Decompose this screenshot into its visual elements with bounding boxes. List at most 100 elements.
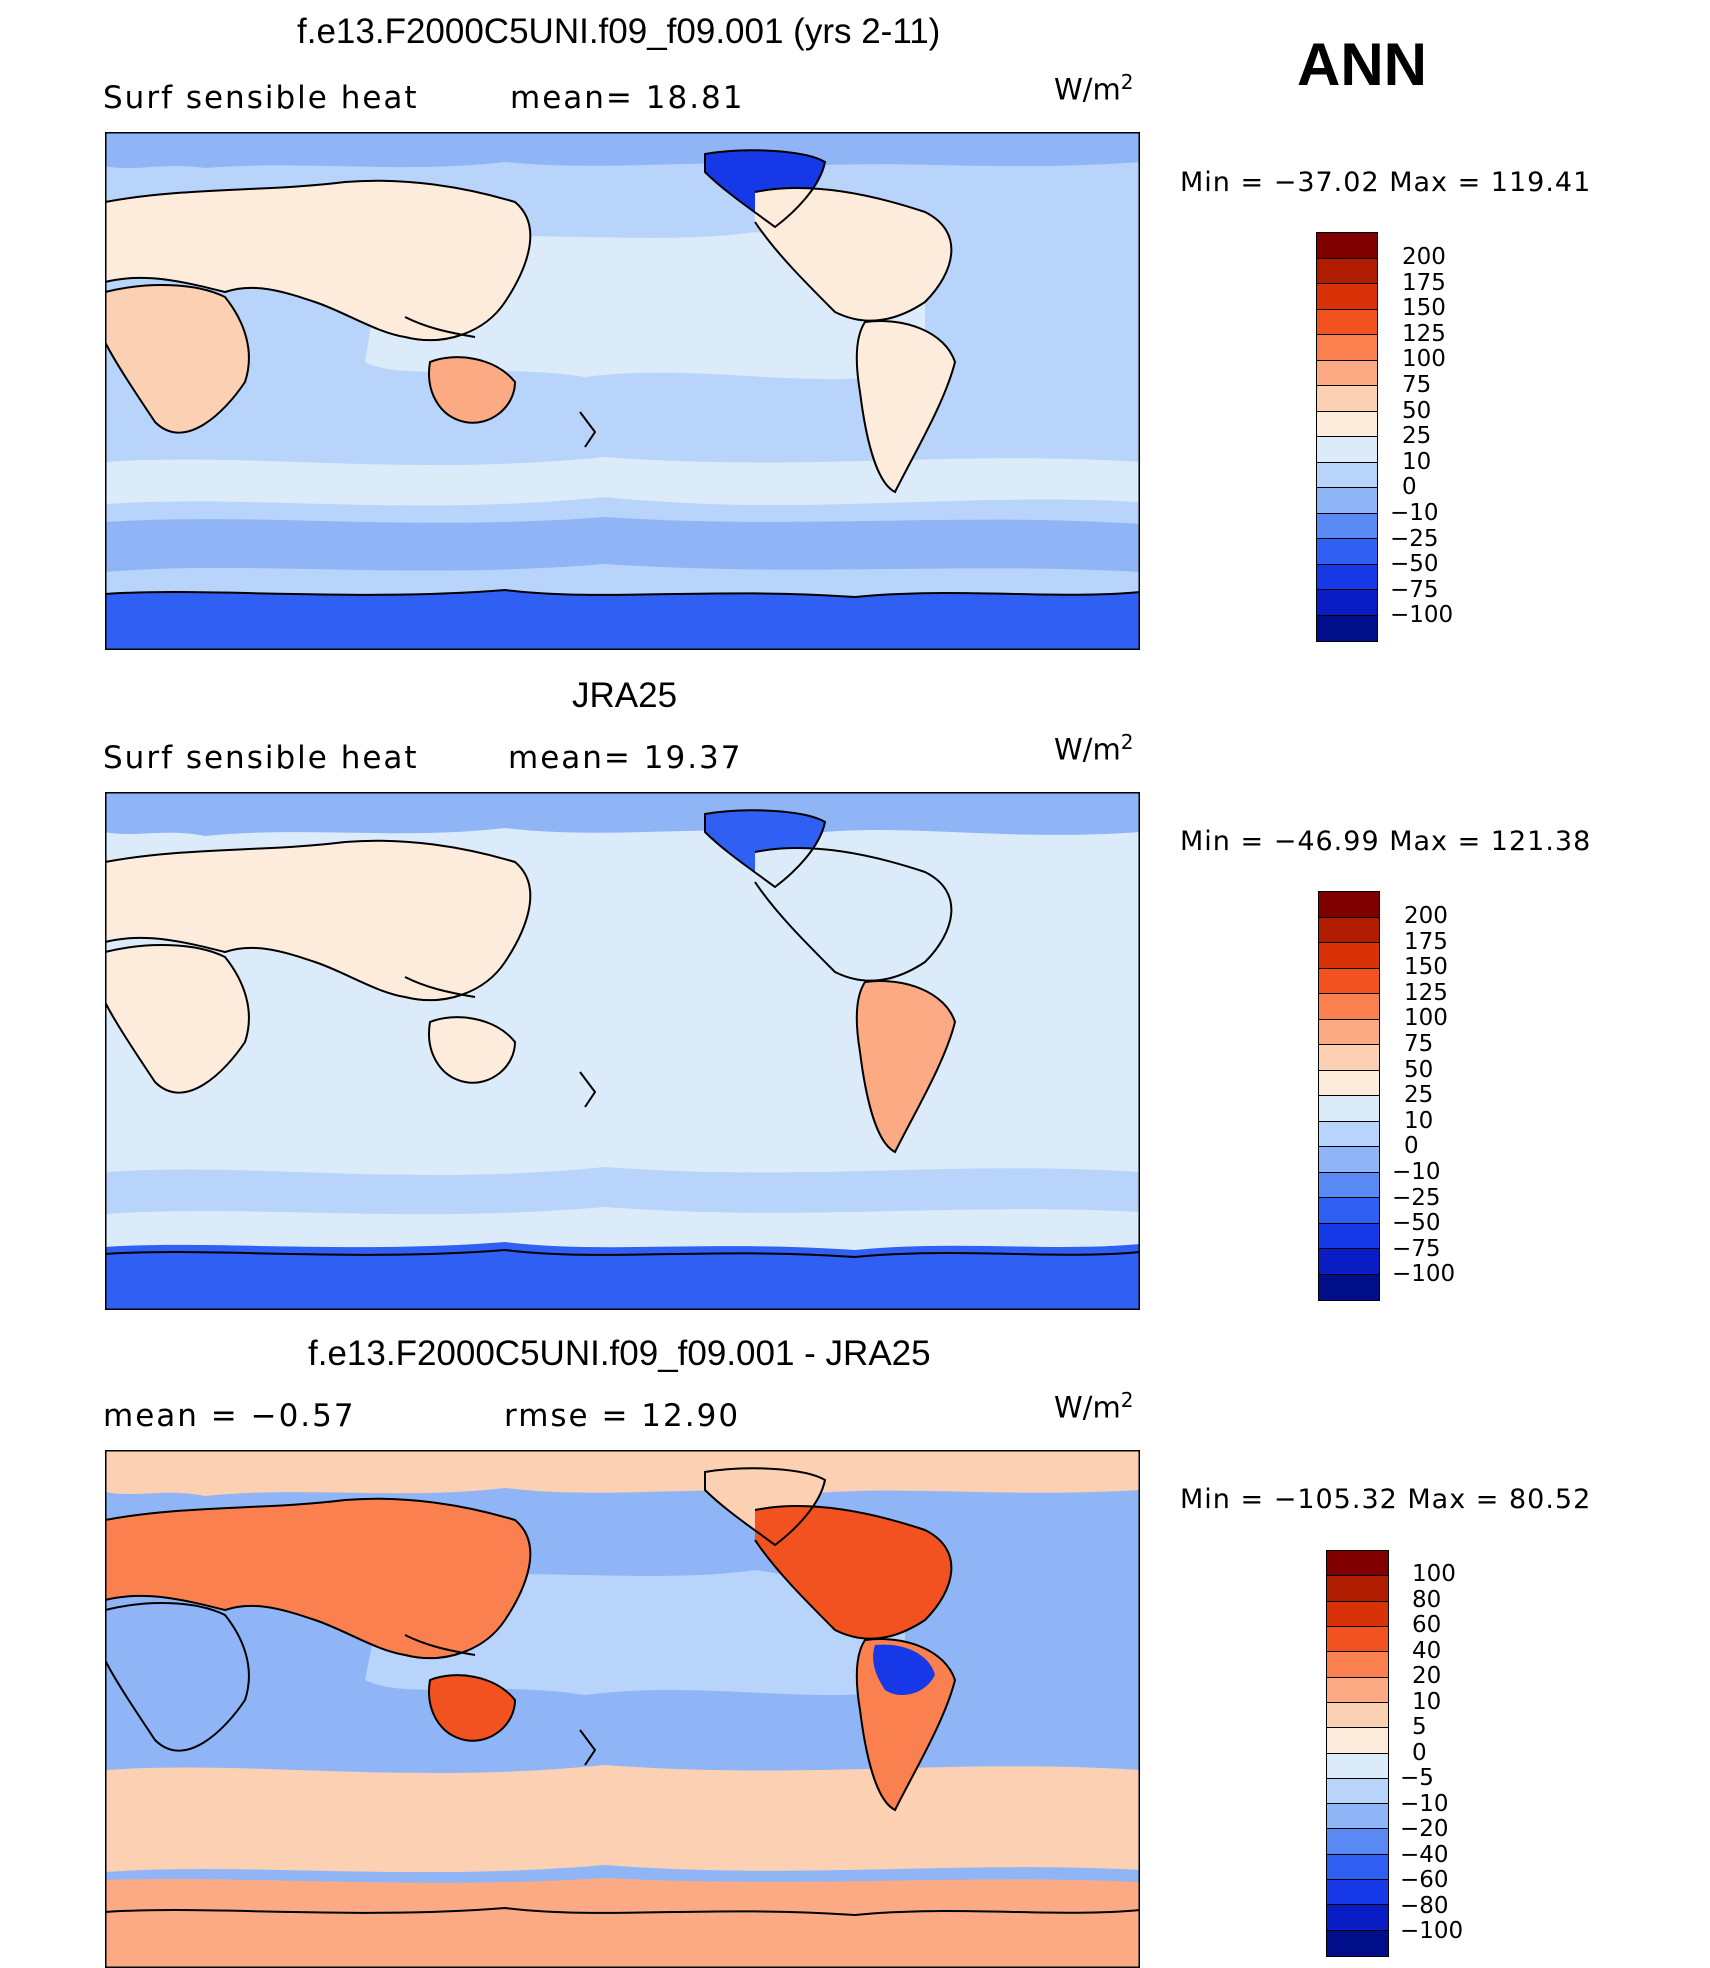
min-max-label: Min = −46.99 Max = 121.38	[1180, 826, 1592, 857]
variable-label: Surf sensible heat	[103, 740, 419, 776]
min-max-label: Min = −37.02 Max = 119.41	[1180, 167, 1592, 198]
colorbar-swatch	[1327, 1677, 1388, 1703]
colorbar-tick-label: −50	[1390, 551, 1439, 578]
colorbar-tick-label: 0	[1402, 474, 1417, 501]
colorbar-tick-label: −10	[1400, 1790, 1449, 1817]
colorbar-tick-label: −75	[1392, 1235, 1441, 1262]
colorbar-tick-label: 10	[1402, 448, 1432, 475]
colorbar-swatch	[1327, 1576, 1388, 1602]
units-label: W/m2	[1054, 730, 1134, 767]
season-label: ANN	[1297, 31, 1427, 98]
colorbar-swatch	[1319, 1121, 1379, 1147]
colorbar-swatch	[1317, 615, 1377, 641]
panel-title: JRA25	[572, 676, 678, 715]
colorbar-swatch	[1317, 386, 1377, 412]
colorbar-swatch	[1317, 437, 1377, 463]
colorbar-tick-label: 75	[1404, 1031, 1434, 1057]
mean-label: mean = −0.57	[103, 1398, 356, 1434]
colorbar-tick-label: 150	[1402, 295, 1446, 322]
colorbar-swatch	[1327, 1601, 1388, 1627]
colorbar-tick-label: −75	[1390, 576, 1439, 603]
colorbar-swatch	[1319, 943, 1379, 969]
colorbar-swatch	[1317, 564, 1377, 590]
colorbar-swatch	[1317, 258, 1377, 284]
colorbar-tick-label: 10	[1412, 1688, 1442, 1715]
colorbar-swatch	[1317, 233, 1377, 259]
colorbar-tick-label: 75	[1402, 372, 1432, 398]
colorbar-tick-label: −100	[1390, 602, 1454, 629]
colorbar-tick-label: 10	[1404, 1107, 1434, 1134]
colorbar-swatch	[1317, 488, 1377, 514]
colorbar-swatch	[1327, 1702, 1388, 1729]
colorbar-tick-label: −100	[1400, 1918, 1464, 1944]
contour-map	[105, 132, 1140, 650]
colorbar-swatch	[1317, 360, 1377, 386]
colorbar-tick-label: −60	[1400, 1867, 1449, 1893]
colorbar-swatch	[1327, 1652, 1388, 1678]
variable-label: Surf sensible heat	[103, 80, 419, 116]
colorbar-tick-label: −80	[1400, 1892, 1449, 1919]
colorbar	[1326, 1550, 1389, 1957]
colorbar-tick-label: −5	[1400, 1765, 1434, 1791]
colorbar-tick-label: 50	[1402, 397, 1432, 424]
colorbar-tick-label: −10	[1392, 1159, 1441, 1185]
colorbar-tick-label: −10	[1390, 500, 1439, 526]
mean-label: mean= 18.81	[510, 80, 745, 116]
colorbar-swatch	[1319, 1172, 1379, 1198]
colorbar-swatch	[1317, 335, 1377, 361]
colorbar-tick-label: −40	[1400, 1841, 1449, 1868]
colorbar-swatch	[1319, 1274, 1379, 1300]
colorbar-tick-label: −25	[1392, 1184, 1441, 1211]
colorbar-tick-label: 100	[1412, 1561, 1456, 1587]
units-label: W/m2	[1054, 70, 1134, 107]
colorbar-swatch	[1327, 1728, 1388, 1754]
colorbar-tick-label: 25	[1402, 423, 1432, 450]
colorbar-tick-label: 200	[1402, 244, 1446, 270]
colorbar-swatch	[1327, 1753, 1388, 1779]
colorbar-tick-label: 200	[1404, 903, 1448, 929]
colorbar-swatch	[1317, 539, 1377, 565]
colorbar-swatch	[1317, 309, 1377, 335]
colorbar-swatch	[1317, 590, 1377, 616]
units-label: W/m2	[1054, 1388, 1134, 1425]
colorbar-swatch	[1319, 1019, 1379, 1045]
colorbar-swatch	[1317, 462, 1377, 488]
colorbar-tick-label: 0	[1412, 1739, 1427, 1766]
colorbar-tick-label: 60	[1412, 1612, 1442, 1638]
colorbar-tick-label: 50	[1404, 1056, 1434, 1083]
colorbar-swatch	[1327, 1626, 1388, 1653]
colorbar-swatch	[1319, 1045, 1379, 1071]
colorbar-swatch	[1319, 892, 1379, 918]
colorbar-swatch	[1317, 284, 1377, 310]
contour-map	[105, 1450, 1140, 1968]
colorbar-tick-label: 5	[1412, 1714, 1427, 1740]
panel-title: f.e13.F2000C5UNI.f09_f09.001 (yrs 2-11)	[297, 12, 941, 51]
colorbar-swatch	[1327, 1930, 1388, 1956]
colorbar-tick-label: 80	[1412, 1586, 1442, 1613]
colorbar-swatch	[1327, 1804, 1388, 1830]
rmse-label: rmse = 12.90	[504, 1398, 741, 1434]
colorbar-tick-label: 0	[1404, 1133, 1419, 1160]
colorbar-swatch	[1319, 968, 1379, 994]
colorbar-tick-label: 125	[1404, 979, 1448, 1006]
colorbar-swatch	[1317, 513, 1377, 539]
colorbar-swatch	[1327, 1778, 1388, 1805]
colorbar-swatch	[1317, 411, 1377, 437]
colorbar	[1316, 232, 1378, 642]
colorbar-swatch	[1319, 1223, 1379, 1249]
colorbar-tick-label: 40	[1412, 1637, 1442, 1664]
colorbar-tick-label: −25	[1390, 525, 1439, 552]
colorbar-tick-label: 175	[1404, 928, 1448, 955]
colorbar-swatch	[1327, 1880, 1388, 1906]
colorbar-tick-label: 125	[1402, 320, 1446, 347]
colorbar-swatch	[1327, 1854, 1388, 1881]
colorbar-tick-label: 100	[1404, 1005, 1448, 1032]
colorbar-swatch	[1319, 917, 1379, 943]
colorbar-swatch	[1319, 1249, 1379, 1275]
colorbar-tick-label: −20	[1400, 1816, 1449, 1842]
colorbar-tick-label: 20	[1412, 1663, 1442, 1689]
colorbar-tick-label: 25	[1404, 1082, 1434, 1109]
colorbar-tick-label: 175	[1402, 269, 1446, 296]
colorbar-tick-label: −50	[1392, 1210, 1441, 1237]
contour-map	[105, 792, 1140, 1310]
